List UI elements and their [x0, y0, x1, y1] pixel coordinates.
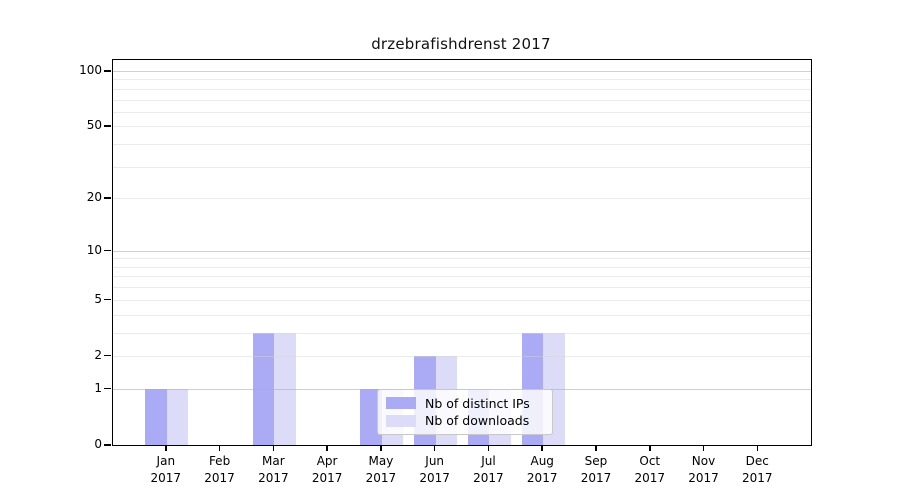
x-tick-mark	[702, 446, 705, 451]
x-tick-label-year: 2017	[365, 471, 397, 485]
x-tick-label-year: 2017	[311, 471, 343, 485]
x-tick-mark	[218, 446, 221, 451]
legend-label-downloads: Nb of downloads	[425, 413, 530, 429]
x-tick-label-month: Feb	[208, 454, 231, 468]
y-tick-mark	[104, 298, 111, 301]
x-tick-label-month: Apr	[316, 454, 338, 468]
y-tick-label: 50	[86, 118, 102, 133]
y-tick-label: 20	[86, 190, 102, 205]
y-tick-mark	[104, 125, 111, 127]
minor-gridline	[113, 79, 811, 81]
bar-downloads-mar	[274, 332, 296, 445]
minor-gridline	[113, 166, 811, 168]
x-tick-label-year: 2017	[204, 471, 235, 485]
y-tick-label: 5	[94, 291, 102, 306]
x-tick-mark	[433, 446, 436, 451]
bar-distinct-ips-may	[360, 388, 382, 445]
minor-gridline	[113, 332, 811, 334]
x-tick-label-month: Aug	[530, 454, 554, 468]
x-tick-label-month: Mar	[262, 454, 285, 468]
x-tick-label-year: 2017	[473, 471, 504, 485]
bar-distinct-ips-mar	[252, 332, 275, 445]
minor-gridline	[113, 276, 811, 278]
x-tick-label-month: Jul	[481, 454, 496, 468]
x-tick-label-year: 2017	[150, 471, 182, 485]
y-tick-label: 0	[94, 437, 102, 451]
y-tick-label: 100	[79, 63, 102, 77]
legend-label-distinct-ips: Nb of distinct IPs	[425, 395, 530, 411]
x-tick-mark	[541, 446, 543, 451]
minor-gridline	[113, 144, 811, 146]
x-tick-mark	[380, 446, 382, 451]
x-tick-mark	[487, 446, 490, 451]
y-tick-mark	[104, 249, 111, 252]
minor-gridline	[113, 355, 811, 357]
y-tick-label: 2	[94, 347, 102, 362]
minor-gridline	[113, 198, 811, 200]
legend-entry-downloads: Nb of downloads	[386, 413, 544, 428]
minor-gridline	[113, 111, 811, 113]
x-tick-label-year: 2017	[580, 471, 612, 485]
minor-gridline	[113, 287, 811, 289]
bar-downloads-jan	[166, 388, 189, 445]
x-tick-label-year: 2017	[526, 471, 558, 485]
legend-swatch-downloads-icon	[386, 414, 416, 427]
minor-gridline	[113, 266, 811, 268]
x-tick-label-month: Nov	[691, 454, 716, 468]
x-tick-mark	[165, 446, 167, 451]
minor-gridline	[113, 258, 811, 260]
x-tick-mark	[756, 446, 759, 451]
chart-title: drzebrafishdrenst 2017	[371, 35, 551, 53]
y-tick-mark	[104, 387, 111, 390]
y-tick-label: 10	[86, 242, 102, 257]
y-tick-mark	[104, 197, 111, 199]
legend: Nb of distinct IPs Nb of downloads	[377, 389, 553, 435]
y-tick-mark	[104, 354, 111, 357]
x-tick-mark	[595, 446, 597, 451]
x-tick-mark	[272, 446, 275, 451]
x-tick-label-year: 2017	[742, 471, 773, 485]
x-tick-label-month: Jan	[156, 454, 176, 468]
major-gridline	[113, 71, 811, 72]
x-tick-label-month: May	[368, 454, 394, 468]
x-tick-mark	[326, 446, 328, 451]
minor-gridline	[113, 88, 811, 90]
x-tick-label-month: Dec	[745, 454, 769, 468]
legend-entry-distinct-ips: Nb of distinct IPs	[386, 396, 544, 411]
legend-swatch-distinct-ips-icon	[386, 397, 416, 410]
x-tick-label-month: Jun	[425, 454, 445, 468]
x-tick-label-year: 2017	[634, 471, 666, 485]
minor-gridline	[113, 99, 811, 101]
x-tick-label-year: 2017	[419, 471, 450, 485]
x-tick-label-month: Sep	[584, 454, 608, 468]
minor-gridline	[113, 299, 811, 301]
minor-gridline	[113, 126, 811, 128]
plot-area: Nb of distinct IPs Nb of downloads	[112, 59, 812, 446]
y-tick-label: 1	[94, 380, 102, 395]
major-gridline	[113, 250, 811, 252]
bar-distinct-ips-jan	[145, 388, 167, 445]
x-tick-mark	[649, 446, 651, 451]
y-tick-mark	[104, 70, 111, 72]
x-tick-label-month: Oct	[639, 454, 661, 468]
y-tick-mark	[104, 444, 111, 446]
x-tick-label-year: 2017	[688, 471, 719, 485]
minor-gridline	[113, 314, 811, 316]
x-tick-label-year: 2017	[258, 471, 289, 485]
